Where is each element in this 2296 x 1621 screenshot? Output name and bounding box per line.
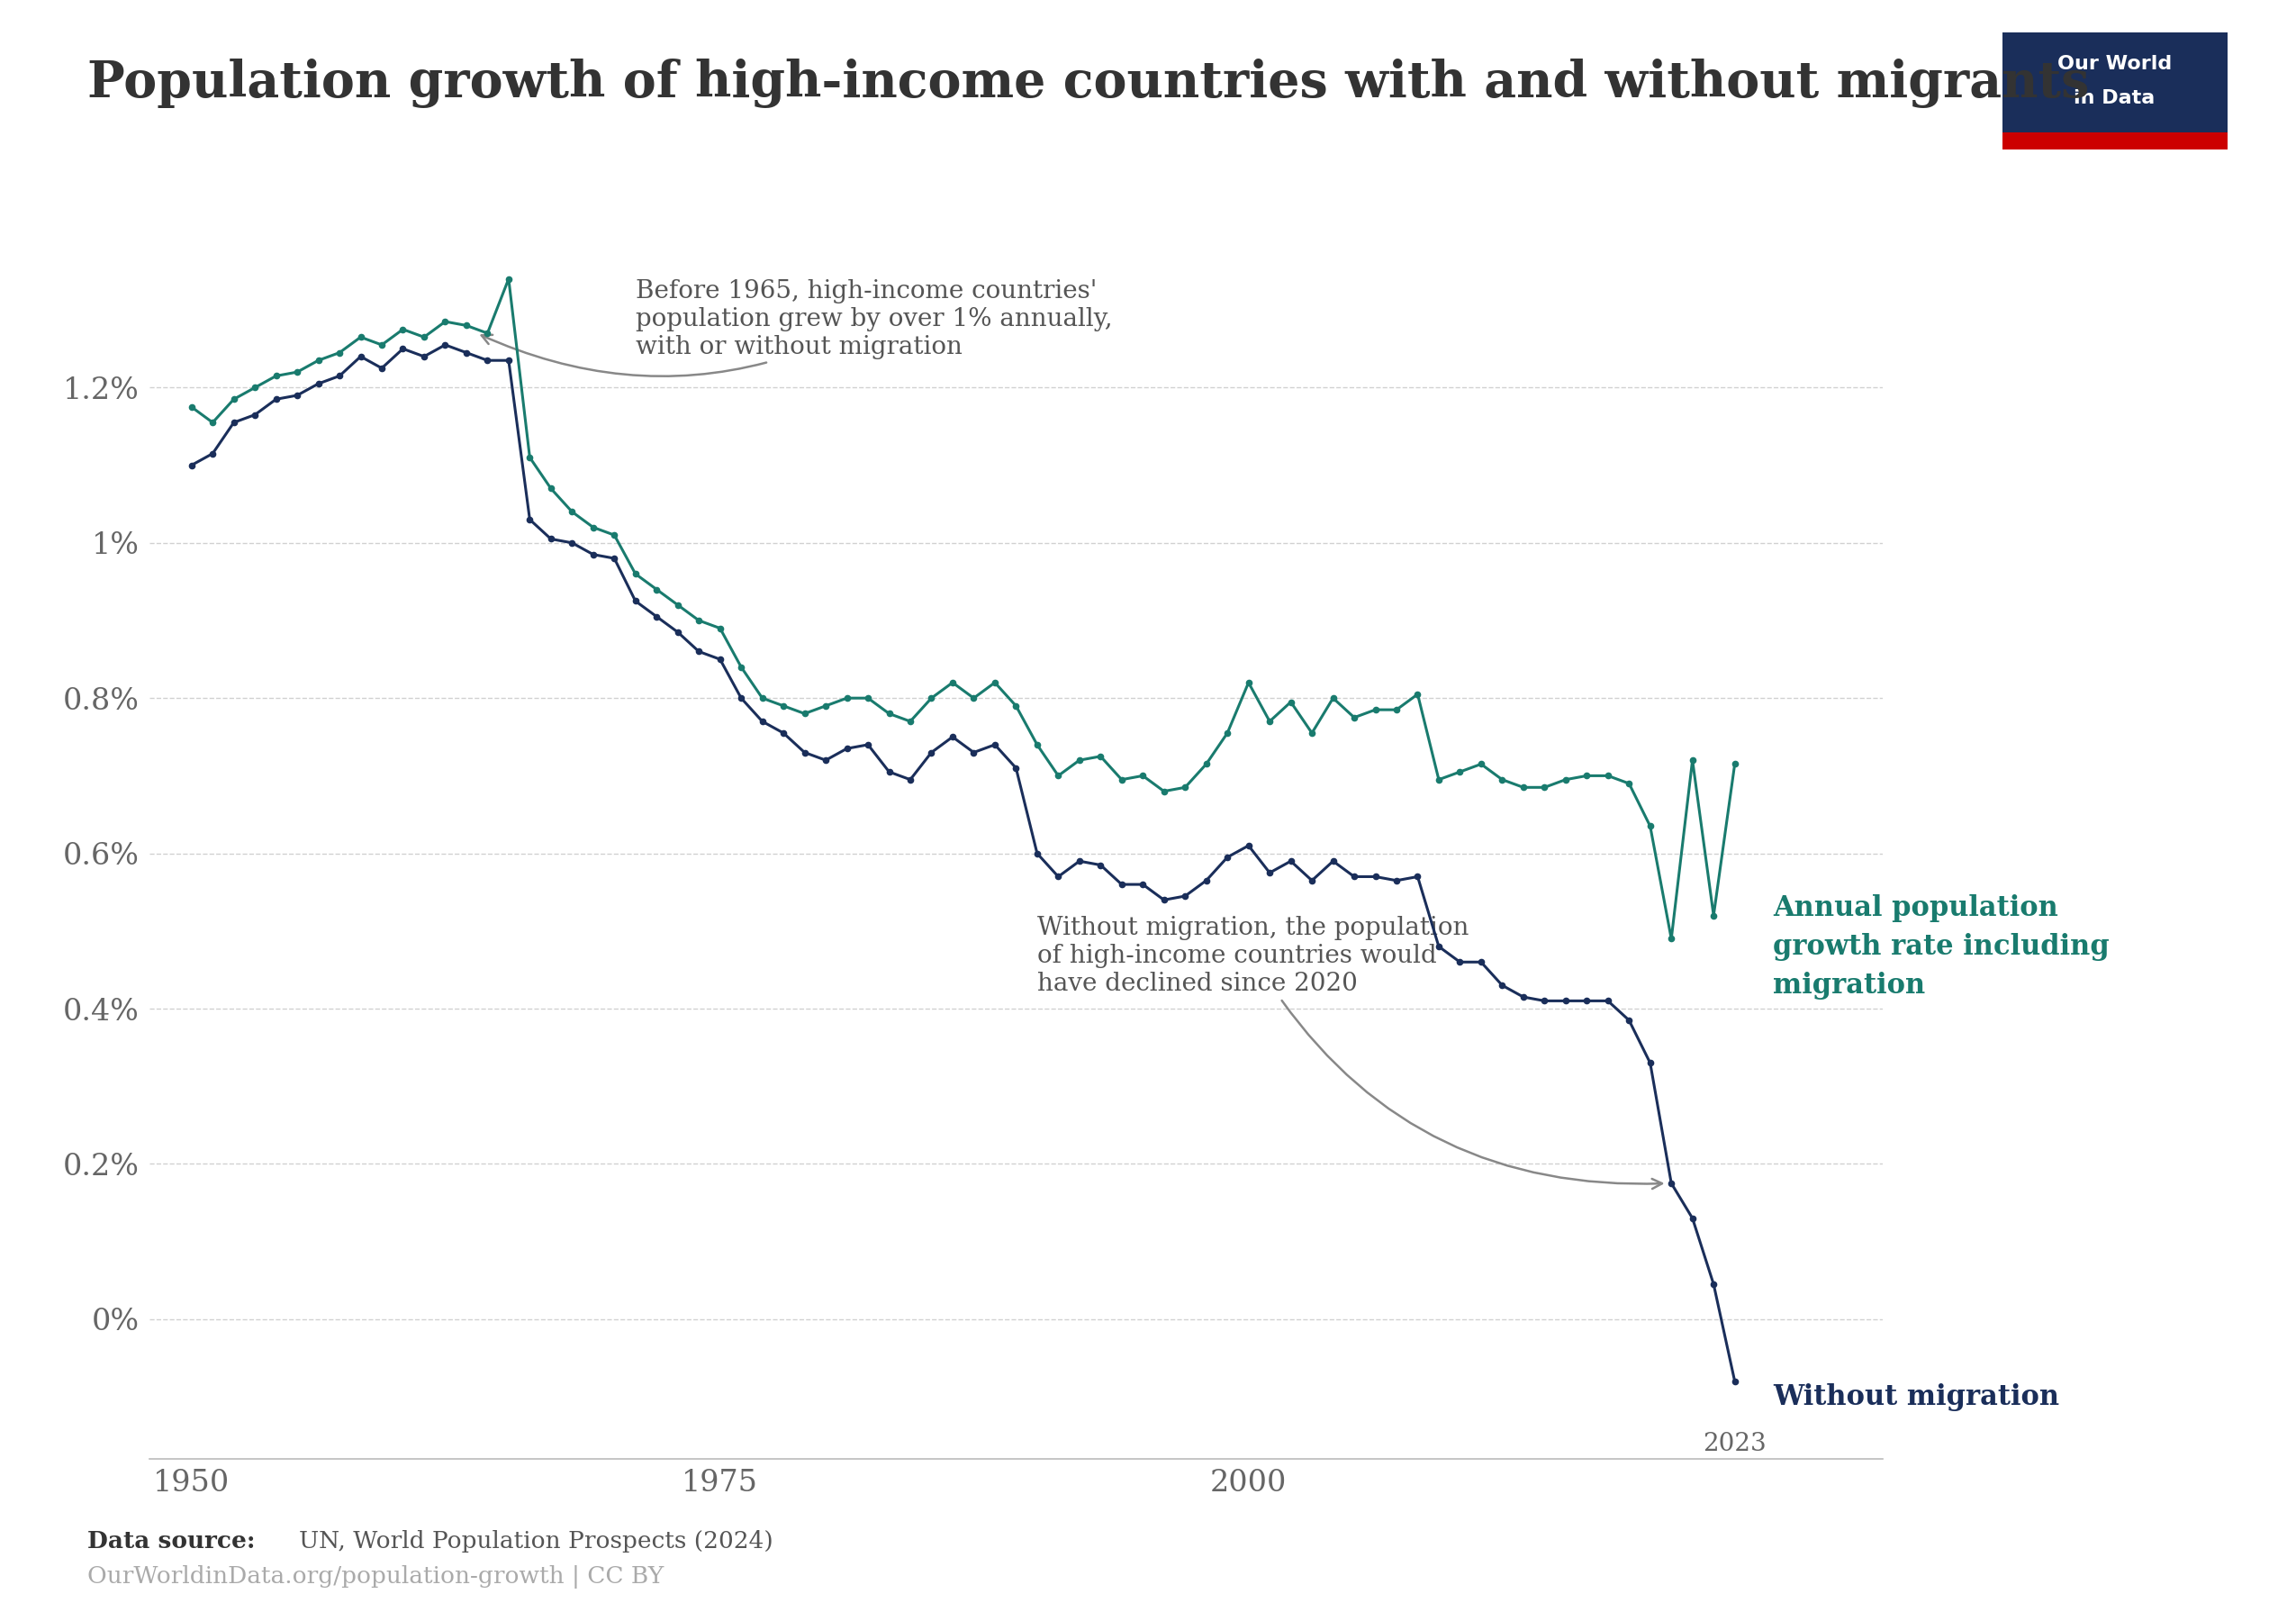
Text: Without migration: Without migration xyxy=(1773,1383,2060,1410)
Text: Data source:: Data source: xyxy=(87,1530,255,1553)
Text: UN, World Population Prospects (2024): UN, World Population Prospects (2024) xyxy=(298,1530,774,1553)
Text: in Data: in Data xyxy=(2073,89,2156,107)
Text: Before 1965, high-income countries'
population grew by over 1% annually,
with or: Before 1965, high-income countries' popu… xyxy=(482,279,1111,376)
FancyBboxPatch shape xyxy=(2002,133,2227,149)
Text: Population growth of high-income countries with and without migrants: Population growth of high-income countri… xyxy=(87,58,2089,109)
Text: Without migration, the population
of high-income countries would
have declined s: Without migration, the population of hig… xyxy=(1038,916,1662,1188)
Text: Our World: Our World xyxy=(2057,55,2172,73)
Text: 2023: 2023 xyxy=(1704,1431,1766,1456)
Text: Annual population
growth rate including
migration: Annual population growth rate including … xyxy=(1773,893,2110,999)
FancyBboxPatch shape xyxy=(2002,32,2227,133)
Text: OurWorldinData.org/population-growth | CC BY: OurWorldinData.org/population-growth | C… xyxy=(87,1566,664,1589)
